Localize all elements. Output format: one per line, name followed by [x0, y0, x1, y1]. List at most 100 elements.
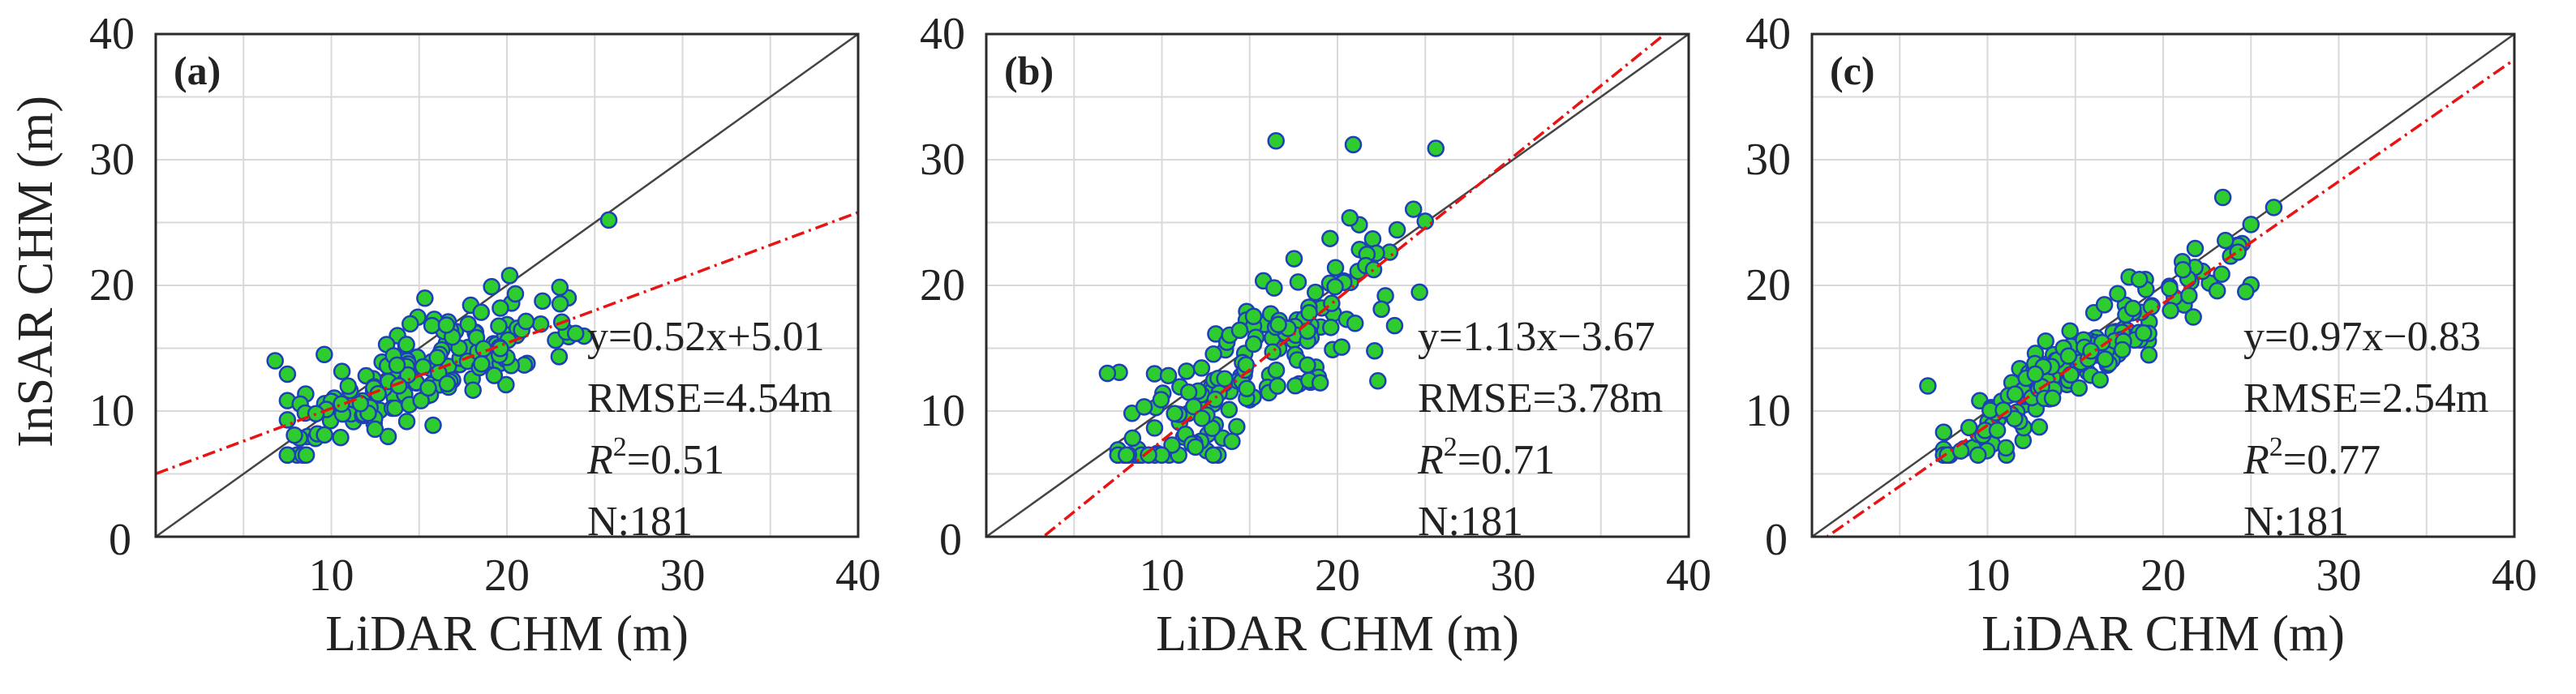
data-point [473, 355, 491, 373]
r-squared-value: =0.77 [2283, 437, 2381, 483]
regression-equation: y=0.97x−0.83 [2243, 314, 2481, 360]
data-point [412, 392, 430, 409]
data-point [2070, 379, 2089, 397]
data-point [1220, 401, 1239, 419]
data-point [2096, 350, 2114, 368]
x-tick-label: 40 [835, 550, 881, 601]
x-tick-label: 10 [309, 550, 354, 601]
r-superscript: 2 [1444, 432, 1458, 462]
data-point [1307, 283, 1324, 302]
data-point [2242, 216, 2260, 233]
data-point [1204, 345, 1222, 363]
data-point [333, 362, 351, 380]
data-point [1223, 432, 1241, 451]
data-point [401, 315, 419, 333]
data-point [599, 211, 618, 229]
data-point [1346, 315, 1364, 332]
data-point [1968, 446, 1987, 464]
data-point [1230, 321, 1249, 340]
x-tick-label: 20 [484, 550, 530, 601]
data-point [316, 426, 333, 444]
data-point [1311, 374, 1329, 392]
data-point [278, 365, 297, 383]
r-superscript: 2 [613, 432, 627, 462]
data-point [1333, 338, 1350, 356]
y-tick-label: 30 [1745, 135, 1791, 185]
data-point [2135, 323, 2153, 342]
data-point [2109, 285, 2127, 302]
data-point [1326, 278, 1344, 296]
data-point [419, 379, 437, 397]
data-point [517, 312, 535, 331]
data-point [1145, 419, 1164, 437]
data-point [1135, 398, 1153, 416]
rmse-text: RMSE=4.54m [587, 375, 832, 422]
r-squared-text: R2=0.71 [1417, 432, 1555, 483]
data-point [2006, 385, 2024, 403]
stats-annotation: y=0.97x−0.83 RMSE=2.54m R2=0.77 N:181 [2243, 314, 2488, 545]
data-point [1388, 221, 1406, 239]
regression-equation: y=0.52x+5.01 [587, 314, 825, 360]
data-point [1123, 429, 1142, 448]
plot-frame [154, 32, 860, 538]
r-squared-value: =0.51 [627, 437, 724, 483]
data-point [2162, 302, 2179, 319]
regression-equation: y=1.13x−3.67 [1418, 314, 1655, 360]
data-point [1363, 229, 1382, 248]
data-point [1244, 307, 1263, 325]
data-point [1372, 300, 1390, 319]
data-point [566, 324, 585, 342]
panel-b: 10 20 30 40 0 10 20 30 40 LiDAR CHM (m) (b) y=1.13x… [920, 9, 1711, 662]
y-tick-label: 10 [1745, 386, 1791, 436]
data-point [2237, 283, 2255, 301]
data-point [438, 375, 457, 393]
data-point [1159, 366, 1178, 385]
y-ticks: 10 20 30 40 [89, 9, 135, 436]
r-symbol: R [586, 437, 613, 483]
y-tick-label: 30 [920, 135, 965, 185]
y-tick-label: 40 [1745, 9, 1791, 59]
panel-a: 10 20 30 40 0 10 20 30 40 LiDAR CHM (m) (a) y=0.52x… [89, 9, 881, 662]
x-tick-label: 10 [1965, 550, 2011, 601]
sample-count: N:181 [587, 499, 693, 545]
data-point [500, 267, 519, 285]
data-point [1267, 132, 1285, 150]
x-tick-label: 0 [939, 515, 962, 565]
data-point [2213, 188, 2232, 207]
data-point [1204, 446, 1222, 464]
sample-count: N:181 [2243, 499, 2349, 545]
fit-line [1824, 58, 2514, 537]
data-point [2113, 341, 2132, 359]
data-point [1289, 273, 1307, 291]
data-point [297, 446, 316, 464]
data-point [1269, 315, 1287, 334]
x-tick-label: 20 [1315, 550, 1360, 601]
data-point [2217, 231, 2235, 250]
x-tick-label: 40 [2492, 550, 2537, 601]
data-point [2037, 332, 2054, 350]
y-tick-label: 20 [1745, 260, 1791, 311]
plot-area [156, 34, 858, 537]
y-ticks: 10 20 30 40 [1745, 9, 1791, 436]
rmse-text: RMSE=3.78m [1418, 375, 1663, 422]
data-point [1206, 390, 1224, 409]
x-ticks: 0 10 20 30 40 [109, 515, 881, 601]
x-tick-label: 20 [2140, 550, 2186, 601]
data-point [1341, 208, 1359, 227]
data-point [1244, 335, 1263, 353]
data-point [464, 381, 482, 399]
data-point [424, 416, 442, 435]
data-point [1427, 139, 1445, 157]
data-point [1216, 370, 1234, 388]
data-point [2180, 286, 2198, 305]
plot-frame [1810, 32, 2516, 538]
plot-area [986, 34, 1689, 537]
y-tick-label: 20 [920, 260, 965, 311]
data-point [2095, 296, 2114, 314]
plot-area [1812, 34, 2514, 537]
panel-label: (a) [174, 48, 221, 93]
data-point [1988, 421, 2007, 439]
data-point [397, 336, 415, 353]
data-point [1366, 341, 1384, 360]
data-point [1934, 423, 1953, 441]
